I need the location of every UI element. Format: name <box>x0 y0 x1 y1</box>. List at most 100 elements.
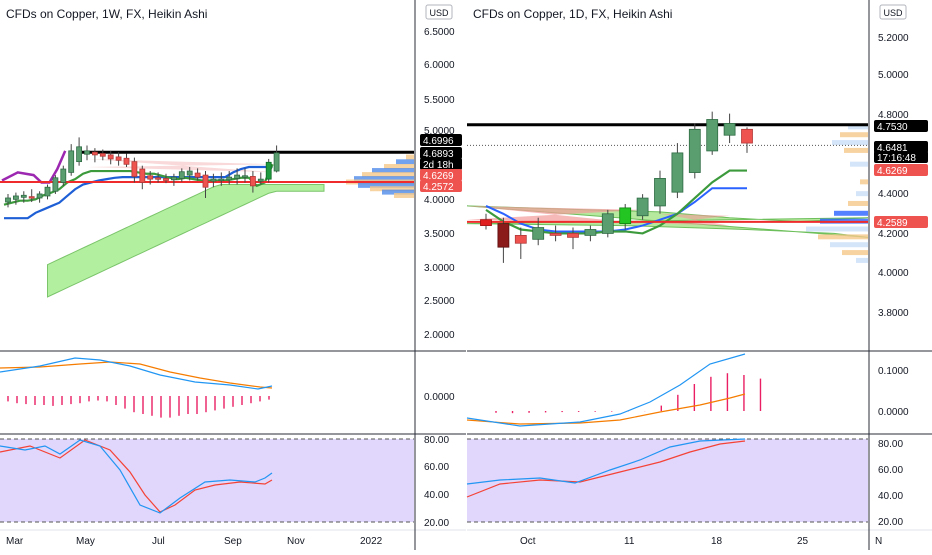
price-tag-text: 4.6269 <box>423 171 454 182</box>
price-tag-bg <box>874 164 928 176</box>
candle <box>163 178 169 181</box>
volume-profile-bar <box>856 257 868 263</box>
price-tick-label: 5.0000 <box>424 126 455 137</box>
candle <box>688 128 701 173</box>
candle <box>532 227 545 240</box>
left-chart-plot <box>0 137 414 514</box>
price-tag-bg <box>420 180 462 192</box>
time-tick-label: Sep <box>224 536 242 547</box>
candle <box>706 119 719 152</box>
time-tick-label: 11 <box>624 536 635 547</box>
volume-profile-bar <box>372 168 414 174</box>
candle <box>36 193 43 199</box>
volume-profile-bar <box>840 132 868 138</box>
currency-button[interactable]: USD <box>425 4 453 20</box>
price-tick-label: 3.5000 <box>424 229 455 240</box>
time-tick-label: 25 <box>797 536 809 547</box>
candle <box>741 128 753 144</box>
candle <box>123 157 130 165</box>
price-tick-label: 4.0000 <box>878 268 909 279</box>
volume-profile-bar <box>850 161 868 167</box>
rsi-ma-line <box>466 440 746 498</box>
volume-profile-bar <box>370 186 414 192</box>
candle <box>99 153 106 157</box>
candle <box>139 168 146 183</box>
volume-profile-bar <box>860 179 868 185</box>
rsi-band <box>467 439 868 522</box>
price-tick-label: 3.0000 <box>424 263 455 274</box>
candle <box>654 178 666 207</box>
price-tick-label: 3.8000 <box>878 308 909 319</box>
price-tick-label: 2.0000 <box>424 330 455 341</box>
candle <box>549 233 562 236</box>
price-tag-text: 4.2589 <box>877 218 908 229</box>
candle <box>480 219 492 226</box>
chart-title: CFDs on Copper, 1W, FX, Heikin Ashi <box>6 7 207 21</box>
candle <box>257 178 264 182</box>
price-tick-label: 4.0000 <box>424 195 455 206</box>
currency-box <box>879 4 907 20</box>
currency-box <box>425 4 453 20</box>
macd-tick-label: 0.0000 <box>424 392 455 403</box>
candle <box>194 172 201 178</box>
price-tag: 4.6269 <box>420 169 462 182</box>
price-tag-bg <box>874 151 928 163</box>
candle <box>92 151 98 156</box>
rsi-tick-label: 40.00 <box>424 490 449 501</box>
price-tag: 2d 18h <box>420 158 462 171</box>
price-tick-label: 5.0000 <box>878 70 909 81</box>
candle <box>636 197 649 217</box>
price-tag-text: 4.6893 <box>423 149 454 160</box>
price-tag-text: 4.6269 <box>877 166 908 177</box>
price-tag-text: 4.7530 <box>877 122 908 133</box>
price-tick-label: 4.4000 <box>878 189 909 200</box>
rsi-tick-label: 20.00 <box>878 517 903 528</box>
price-tick-label: 6.0000 <box>424 60 455 71</box>
price-tick-label: 5.5000 <box>424 95 455 106</box>
rsi-tick-label: 60.00 <box>878 465 903 476</box>
price-tag-bg <box>420 158 462 170</box>
candle <box>671 152 684 193</box>
macd-tick-label: 0.0000 <box>878 407 909 418</box>
price-tag: 4.6481 <box>874 141 928 154</box>
right-chart-plot <box>466 111 869 498</box>
price-tick-label: 4.2000 <box>878 229 909 240</box>
macd-signal-line <box>0 361 273 389</box>
time-tick-label: Oct <box>520 536 536 547</box>
candle <box>723 123 736 136</box>
currency-button[interactable]: USD <box>879 4 907 20</box>
price-tag-bg <box>420 169 462 181</box>
candle <box>218 178 225 182</box>
volume-profile-bar <box>844 147 868 153</box>
left-chart-panel[interactable] <box>0 0 466 550</box>
price-tag: 4.2572 <box>420 180 462 193</box>
price-tick-label: 5.2000 <box>878 33 909 44</box>
baseline-line <box>4 165 273 220</box>
volume-profile-bar <box>806 226 868 232</box>
price-tag-text: 4.2572 <box>423 182 454 193</box>
price-tag: 4.7530 <box>874 120 928 133</box>
price-tag: 4.6893 <box>420 147 462 160</box>
rsi-ma-line <box>0 439 273 513</box>
rsi-line <box>466 438 746 485</box>
volume-profile-bar <box>842 250 868 256</box>
cloud-band-red <box>87 158 277 173</box>
candle <box>52 177 59 192</box>
candle <box>28 196 35 199</box>
rsi-band <box>0 439 414 522</box>
price-tag-bg <box>874 141 928 153</box>
rsi-tick-label: 80.00 <box>878 439 903 450</box>
candle <box>12 195 19 200</box>
price-tick-label: 4.8000 <box>878 110 909 121</box>
candle <box>242 175 248 178</box>
macd-tick-label: 0.1000 <box>878 366 909 377</box>
price-tag: 4.6996 <box>420 134 462 147</box>
volume-profile-bar <box>830 242 868 248</box>
volume-profile-bar <box>384 164 414 170</box>
price-tag: 17:16:48 <box>874 151 928 164</box>
candle <box>202 174 209 188</box>
candle <box>186 170 193 176</box>
candle <box>210 178 217 182</box>
candle <box>155 177 162 180</box>
